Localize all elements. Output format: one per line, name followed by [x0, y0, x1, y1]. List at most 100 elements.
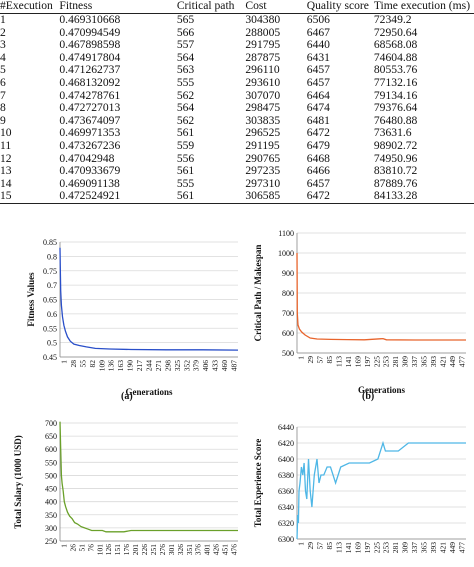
table-row: 2 0.470994549 566 288005 6467 72950.64: [0, 25, 474, 40]
y-tick-label: 300: [45, 524, 57, 533]
cell-quality-score: 6472: [306, 189, 374, 204]
cell-quality-score: 6464: [306, 88, 330, 102]
cell-fitness: 0.474917804: [59, 50, 121, 64]
x-tick-label: 476: [230, 544, 239, 556]
y-tick-label: 1000: [278, 249, 294, 258]
chart-a-fitness: 0.45 0.5 0.55 0.6 0.65 0.7 0.75 0.8 0.85 1 28 55 82 1…: [0, 226, 240, 397]
x-tick-label: 421: [439, 542, 448, 554]
x-tick-label: 126: [104, 544, 113, 556]
cell-execution: 3: [0, 38, 6, 52]
cell-critical-path: 561: [176, 189, 246, 204]
x-tick-label: 26: [68, 544, 77, 552]
x-tick-label: 298: [163, 360, 172, 372]
x-tick-label: 29: [306, 356, 315, 364]
y-tick-label: 0.75: [43, 267, 57, 276]
y-tick-label: 500: [45, 471, 57, 480]
cell-time-execution: 68568.08: [373, 38, 418, 52]
x-tick-label: 163: [116, 360, 125, 372]
y-tick-label: 6400: [278, 455, 294, 464]
y-tick-label: 400: [45, 498, 57, 507]
x-tick-label: 281: [391, 356, 400, 368]
cell-cost: 293610: [245, 75, 281, 89]
cell-time-execution: 74604.88: [373, 50, 418, 64]
y-tick-label: 0.85: [43, 238, 57, 247]
cell-fitness: 0.473267236: [59, 138, 121, 152]
x-tick-label: 1: [297, 356, 306, 360]
cell-fitness: 0.469091138: [59, 176, 120, 190]
cell-cost: 296525: [245, 126, 281, 140]
cell-cost: 306585: [245, 189, 307, 204]
x-tick-label: 176: [122, 544, 131, 556]
cell-cost: 291795: [245, 38, 281, 52]
cell-fitness: 0.469971353: [59, 126, 121, 140]
x-tick-label: 1: [297, 542, 306, 546]
cell-fitness: 0.473674097: [59, 113, 121, 127]
cell-fitness: 0.470994549: [59, 25, 121, 39]
table-row: 3 0.467898598 557 291795 6440 68568.08: [0, 39, 474, 52]
column-header-execution: #Execution: [0, 0, 60, 14]
x-tick-label: 276: [158, 544, 167, 556]
x-tick-label: 449: [448, 356, 457, 368]
cell-time-execution: 74950.96: [373, 151, 418, 165]
table-row: 11 0.473267236 559 291195 6479 98902.72: [0, 138, 474, 153]
x-tick-label: 376: [194, 544, 203, 556]
cell-quality-score: 6474: [306, 101, 330, 115]
y-tick-label: 1100: [278, 229, 294, 238]
y-tick-label: 6420: [278, 439, 294, 448]
y-axis-title: Critical Path / Makespan: [253, 245, 263, 342]
cell-time-execution: 79376.64: [373, 101, 418, 115]
x-tick-label: 29: [306, 542, 315, 550]
x-tick-label: 325: [173, 360, 182, 372]
x-tick-label: 217: [135, 360, 144, 372]
cell-quality-score: 6431: [306, 50, 330, 64]
x-tick-label: 477: [458, 356, 467, 368]
cell-fitness: 0.472727013: [59, 101, 121, 115]
cell-cost: 298475: [245, 101, 281, 115]
table-row: 4 0.474917804 564 287875 6431 74604.88: [0, 50, 474, 65]
y-axis-title: Total Salary (1000 USD): [13, 435, 23, 528]
x-tick-label: 76: [86, 544, 95, 552]
results-table-container: #Execution Fitness Critical path Cost Qu…: [0, 0, 474, 204]
x-tick-label: 197: [363, 356, 372, 368]
x-tick-label: 109: [97, 360, 106, 372]
cell-fitness: 0.47042948: [59, 151, 115, 165]
column-header-fitness: Fitness: [59, 0, 177, 14]
x-tick-label: 477: [458, 542, 467, 554]
column-header-time-execution: Time execution (ms): [373, 0, 474, 14]
y-axis-title: Total Experience Score: [253, 439, 263, 528]
x-tick-label: 365: [420, 542, 429, 554]
x-tick-label: 365: [420, 356, 429, 368]
cell-fitness: 0.472524921: [59, 189, 177, 204]
y-tick-label: 800: [282, 289, 294, 298]
cell-execution: 4: [0, 50, 6, 64]
x-tick-label: 301: [167, 544, 176, 556]
cell-critical-path: 564: [176, 101, 195, 115]
y-tick-label: 0.7: [47, 281, 57, 290]
y-tick-label: 6300: [278, 535, 294, 544]
cell-fitness: 0.469310668: [59, 13, 121, 26]
y-tick-label: 700: [45, 419, 57, 428]
cell-cost: 307070: [245, 88, 281, 102]
cell-quality-score: 6481: [306, 113, 330, 127]
x-tick-label: 326: [176, 544, 185, 556]
cell-critical-path: 556: [176, 151, 195, 165]
x-tick-label: 101: [95, 544, 104, 556]
x-tick-label: 136: [107, 360, 116, 372]
y-tick-label: 6360: [278, 487, 294, 496]
cell-time-execution: 87889.76: [373, 176, 418, 190]
x-tick-label: 113: [334, 356, 343, 367]
cell-quality-score: 6506: [306, 13, 330, 26]
cell-cost: 303835: [245, 113, 281, 127]
table-row: 8 0.472727013 564 298475 6474 79376.64: [0, 102, 474, 115]
cell-critical-path: 562: [176, 113, 195, 127]
x-tick-label: 421: [439, 356, 448, 368]
x-axis-title: Generations: [358, 385, 405, 395]
x-tick-label: 426: [212, 544, 221, 556]
table-row: 12 0.47042948 556 290765 6468 74950.96: [0, 151, 474, 166]
y-tick-label: 0.6: [47, 310, 57, 319]
x-tick-label: 51: [77, 544, 86, 552]
y-tick-label: 650: [45, 432, 57, 441]
table-row: 5 0.471262737 563 296110 6457 80553.76: [0, 64, 474, 77]
cell-quality-score: 6440: [306, 38, 330, 52]
